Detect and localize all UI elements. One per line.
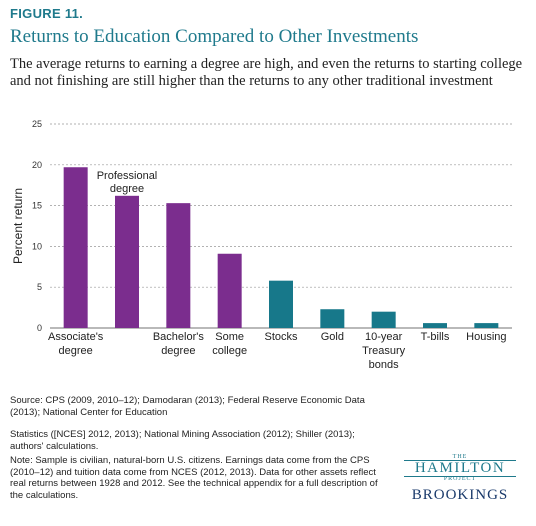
bar xyxy=(166,203,191,328)
bar xyxy=(474,323,499,328)
figure-label: FIGURE 11. xyxy=(10,6,84,21)
category-label: college xyxy=(212,345,247,357)
brookings-logo: BROOKINGS xyxy=(411,487,509,503)
category-label: bonds xyxy=(369,359,399,371)
category-label: degree xyxy=(59,345,93,357)
bar xyxy=(269,280,293,328)
bar xyxy=(320,309,345,328)
category-label: Treasury xyxy=(362,345,405,357)
y-tick-label: 0 xyxy=(37,323,42,333)
hamilton-project-logo: HAMILTON xyxy=(404,460,516,477)
y-tick-label: 15 xyxy=(32,201,42,211)
logo-the-text: THE xyxy=(452,454,468,460)
category-label: Housing xyxy=(466,331,506,343)
bar-chart: 0 5 10 15 20 25 Percent return Associate's degre… xyxy=(11,119,512,371)
y-tick-label: 10 xyxy=(32,241,42,251)
category-label: degree xyxy=(110,183,144,195)
chart-title: Returns to Education Compared to Other I… xyxy=(10,26,419,47)
category-label: Stocks xyxy=(264,331,298,343)
category-label: Professional xyxy=(97,170,158,182)
category-label: degree xyxy=(161,345,195,357)
bar xyxy=(423,323,447,328)
category-label: Some xyxy=(215,331,244,343)
category-label: T-bills xyxy=(421,331,450,343)
bar xyxy=(115,195,139,328)
bar xyxy=(371,311,396,328)
source-line-2: Statistics ([NCES] 2012, 2013); National… xyxy=(10,429,355,452)
category-label: Associate's xyxy=(48,331,104,343)
category-label: Bachelor's xyxy=(153,331,205,343)
category-label: Gold xyxy=(321,331,344,343)
chart-subtitle: The average returns to earning a degree … xyxy=(10,56,523,89)
y-tick-label: 5 xyxy=(37,282,42,292)
category-label: 10-year xyxy=(365,331,403,343)
source-line-1: Source: CPS (2009, 2010–12); Damodaran (… xyxy=(10,395,365,418)
y-axis-title: Percent return xyxy=(11,188,25,264)
bar xyxy=(63,167,88,328)
logo-project-text: PROJECT xyxy=(443,476,477,482)
y-tick-label: 25 xyxy=(32,119,42,129)
note-text: Note: Sample is civilian, natural-born U… xyxy=(10,455,378,501)
y-tick-label: 20 xyxy=(32,160,42,170)
bar xyxy=(217,253,242,328)
